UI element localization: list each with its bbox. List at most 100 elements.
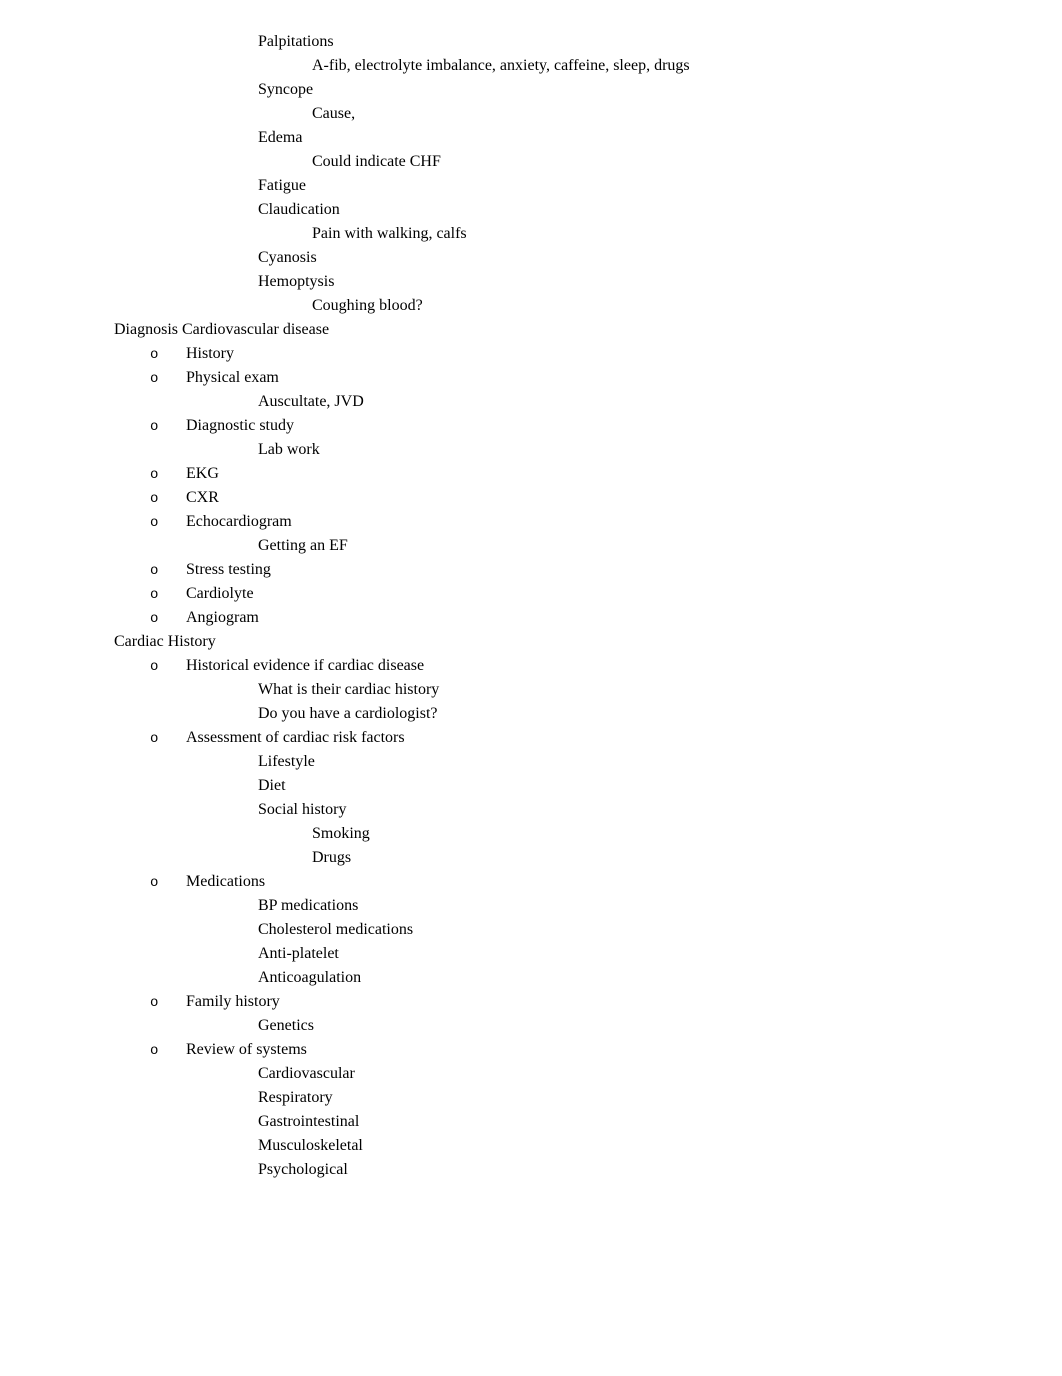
item-label: Getting an EF — [258, 537, 348, 554]
continuation-item: Fatigue — [222, 174, 1002, 198]
item-label: Cholesterol medications — [258, 921, 413, 938]
item-label: Anticoagulation — [258, 969, 361, 986]
subsection-item: History — [150, 342, 1002, 366]
detail-list: Auscultate, JVD — [150, 390, 1002, 414]
subsection-item: Echocardiogram Getting an EF — [150, 510, 1002, 558]
detail-list: Genetics — [150, 1014, 1002, 1038]
item-label: Cause, — [312, 105, 355, 122]
item-label: Gastrointestinal — [258, 1113, 359, 1130]
detail-item: Cardiovascular — [222, 1062, 1002, 1086]
item-label: Angiogram — [186, 609, 259, 626]
continuation-subitem: Pain with walking, calfs — [276, 222, 1002, 246]
subdetail-item: Smoking — [276, 822, 1002, 846]
item-label: Historical evidence if cardiac disease — [186, 657, 424, 674]
detail-item: BP medications — [222, 894, 1002, 918]
continuation-subitem: Coughing blood? — [276, 294, 1002, 318]
detail-item: Getting an EF — [222, 534, 1002, 558]
item-label: Family history — [186, 993, 280, 1010]
detail-item: Auscultate, JVD — [222, 390, 1002, 414]
section-item: Cardiac HistoryHistorical evidence if ca… — [78, 630, 1002, 1182]
item-label: Edema — [258, 129, 302, 146]
detail-list: Getting an EF — [150, 534, 1002, 558]
item-label: EKG — [186, 465, 219, 482]
subsection-item: Medications BP medications Cholesterol med… — [150, 870, 1002, 990]
detail-item: Lifestyle — [222, 750, 1002, 774]
subsection-item: Historical evidence if cardiac disease Wh… — [150, 654, 1002, 726]
item-label: CXR — [186, 489, 219, 506]
detail-item: Anti-platelet — [222, 942, 1002, 966]
item-label: Assessment of cardiac risk factors — [186, 729, 405, 746]
item-label: Psychological — [258, 1161, 348, 1178]
item-label: Medications — [186, 873, 265, 890]
subsection-item: Angiogram — [150, 606, 1002, 630]
detail-item: Diet — [222, 774, 1002, 798]
item-label: Fatigue — [258, 177, 306, 194]
continuation-item: HemoptysisCoughing blood? — [222, 270, 1002, 318]
item-label: A-fib, electrolyte imbalance, anxiety, c… — [312, 57, 690, 74]
subsection-item: CXR — [150, 486, 1002, 510]
continuation-sublist: Pain with walking, calfs — [222, 222, 1002, 246]
item-label: Respiratory — [258, 1089, 333, 1106]
detail-item: What is their cardiac history — [222, 678, 1002, 702]
detail-list: Lab work — [150, 438, 1002, 462]
section-sublist: History Physical exam Auscultate, JVD Diagn… — [78, 342, 1002, 630]
item-label: Stress testing — [186, 561, 271, 578]
item-label: Syncope — [258, 81, 313, 98]
subsection-item: Cardiolyte — [150, 582, 1002, 606]
subdetail-list: Smoking Drugs — [222, 822, 1002, 870]
item-label: Review of systems — [186, 1041, 307, 1058]
continuation-item: ClaudicationPain with walking, calfs — [222, 198, 1002, 246]
detail-item: Social history Smoking Drugs — [222, 798, 1002, 870]
item-label: Cyanosis — [258, 249, 317, 266]
subsection-item: EKG — [150, 462, 1002, 486]
item-label: BP medications — [258, 897, 358, 914]
section-item: Diagnosis Cardiovascular diseaseHistoryP… — [78, 318, 1002, 630]
detail-list: Lifestyle Diet Social history Smoking Drugs — [150, 750, 1002, 870]
detail-item: Gastrointestinal — [222, 1110, 1002, 1134]
subsection-item: Review of systems Cardiovascular Respirato… — [150, 1038, 1002, 1182]
item-label: Cardiovascular — [258, 1065, 355, 1082]
subsection-item: Assessment of cardiac risk factors Lifest… — [150, 726, 1002, 870]
continuation-item: Edema Could indicate CHF — [222, 126, 1002, 174]
item-label: Lab work — [258, 441, 320, 458]
item-label: Smoking — [312, 825, 370, 842]
item-label: History — [186, 345, 234, 362]
item-label: Physical exam — [186, 369, 279, 386]
subsection-item: Stress testing — [150, 558, 1002, 582]
subsection-item: Family history Genetics — [150, 990, 1002, 1038]
item-label: What is their cardiac history — [258, 681, 439, 698]
item-label: Genetics — [258, 1017, 314, 1034]
continuation-item: Syncope Cause, — [222, 78, 1002, 126]
item-label: Social history — [258, 801, 346, 818]
subsection-item: Physical exam Auscultate, JVD — [150, 366, 1002, 414]
item-label: Coughing blood? — [312, 297, 423, 314]
detail-item: Genetics — [222, 1014, 1002, 1038]
continuation-sublist: Cause, — [222, 102, 1002, 126]
item-label: Could indicate CHF — [312, 153, 441, 170]
continuation-subitem: A-fib, electrolyte imbalance, anxiety, c… — [276, 54, 1002, 78]
item-label: Diet — [258, 777, 286, 794]
item-label: Echocardiogram — [186, 513, 292, 530]
continuation-sublist: A-fib, electrolyte imbalance, anxiety, c… — [222, 54, 1002, 78]
detail-list: What is their cardiac history Do you have… — [150, 678, 1002, 726]
subsection-item: Diagnostic study Lab work — [150, 414, 1002, 462]
detail-list: Cardiovascular Respiratory Gastrointestina… — [150, 1062, 1002, 1182]
item-label: Auscultate, JVD — [258, 393, 364, 410]
item-label: Palpitations — [258, 33, 334, 50]
detail-list: BP medications Cholesterol medications Ant… — [150, 894, 1002, 990]
continuation-subitem: Could indicate CHF — [276, 150, 1002, 174]
detail-item: Cholesterol medications — [222, 918, 1002, 942]
subdetail-item: Drugs — [276, 846, 1002, 870]
item-label: Diagnostic study — [186, 417, 294, 434]
item-label: Do you have a cardiologist? — [258, 705, 438, 722]
detail-item: Psychological — [222, 1158, 1002, 1182]
detail-item: Musculoskeletal — [222, 1134, 1002, 1158]
item-label: Pain with walking, calfs — [312, 225, 467, 242]
item-label: Anti-platelet — [258, 945, 339, 962]
item-label: Cardiolyte — [186, 585, 254, 602]
detail-item: Lab work — [222, 438, 1002, 462]
section-list: Diagnosis Cardiovascular diseaseHistoryP… — [60, 318, 1002, 1182]
continuation-sublist: Coughing blood? — [222, 294, 1002, 318]
section-sublist: Historical evidence if cardiac disease Wh… — [78, 654, 1002, 1182]
continuation-subitem: Cause, — [276, 102, 1002, 126]
